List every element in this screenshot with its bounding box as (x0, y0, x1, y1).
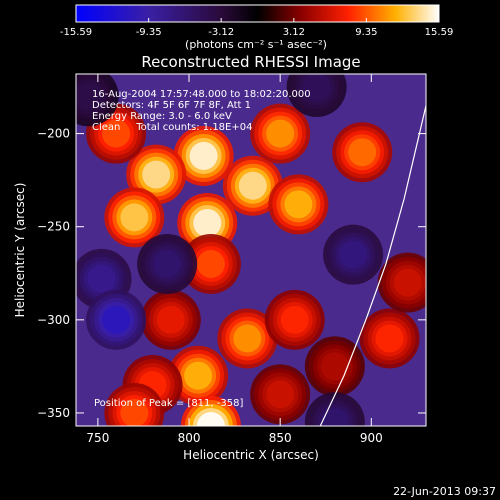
intensity-blob (377, 252, 426, 313)
intensity-blob (264, 289, 325, 350)
intensity-blob (332, 122, 393, 183)
intensity-blob (286, 74, 347, 118)
intensity-ring (120, 398, 149, 426)
colorbar: -15.59 -9.35 -3.12 3.12 9.35 15.59 (photons c… (60, 4, 453, 51)
intensity-ring (102, 305, 131, 334)
intensity-blob (217, 308, 278, 369)
intensity-blob (323, 224, 384, 285)
colorbar-tick-label: -15.59 (60, 27, 92, 38)
intensity-map (76, 74, 426, 426)
intensity-ring (196, 412, 225, 426)
intensity-blob (122, 355, 183, 416)
intensity-ring (266, 119, 295, 148)
intensity-blob (126, 144, 187, 205)
annotation-time-range: 16-Aug-2004 17:57:48.000 to 18:02:20.000 (92, 89, 311, 100)
colorbar-tick-label: -9.35 (136, 27, 162, 38)
intensity-ring (302, 74, 331, 102)
intensity-blob (222, 155, 283, 216)
intensity-blob (304, 392, 365, 426)
intensity-blob (359, 308, 420, 369)
intensity-blob (173, 125, 234, 186)
plot-area: 750 800 850 900 −200 −250 −300 −350 16-Aug-200… (37, 73, 427, 445)
intensity-ring (393, 268, 422, 297)
intensity-blob (104, 382, 165, 426)
colorbar-tick-label: 3.12 (283, 27, 305, 38)
intensity-ring (142, 160, 171, 189)
annotations: 16-Aug-2004 17:57:48.000 to 18:02:20.000… (92, 89, 311, 409)
chart-title: Reconstructed RHESSI Image (141, 53, 360, 71)
intensity-ring (120, 203, 149, 232)
y-tick-label: −350 (37, 406, 70, 420)
x-axis-ticks: 750 800 850 900 (86, 74, 383, 445)
x-tick-label: 750 (86, 431, 109, 445)
intensity-blob (76, 74, 119, 127)
intensity-blob (137, 233, 198, 294)
intensity-ring (184, 361, 213, 390)
intensity-blob (250, 364, 311, 425)
x-tick-label: 900 (360, 431, 383, 445)
intensity-blob (180, 396, 241, 426)
x-tick-label: 850 (269, 431, 292, 445)
intensity-blob (104, 187, 165, 248)
colorbar-tick-label: 15.59 (425, 27, 454, 38)
intensity-ring (320, 352, 349, 381)
timestamp: 22-Jun-2013 09:37 (393, 485, 496, 498)
intensity-blob (268, 174, 329, 235)
y-axis-label: Heliocentric Y (arcsec) (13, 183, 27, 318)
intensity-ring (238, 171, 267, 200)
intensity-blob (250, 103, 311, 164)
intensity-ring (280, 305, 309, 334)
y-tick-label: −300 (37, 313, 70, 327)
intensity-blob (168, 345, 229, 406)
intensity-blob (140, 289, 201, 350)
solar-limb-curve (319, 105, 426, 426)
x-tick-label: 800 (178, 431, 201, 445)
intensity-blob (180, 233, 241, 294)
intensity-ring (233, 324, 262, 353)
colorbar-tick-label: -3.12 (208, 27, 234, 38)
intensity-ring (189, 141, 218, 170)
intensity-ring (348, 138, 377, 167)
y-tick-label: −250 (37, 220, 70, 234)
annotation-energy-range: Energy Range: 3.0 - 6.0 keV (92, 111, 232, 122)
intensity-ring (102, 119, 131, 148)
intensity-ring (266, 380, 295, 409)
intensity-ring (87, 264, 116, 293)
intensity-ring (284, 190, 313, 219)
intensity-ring (339, 240, 368, 269)
y-tick-label: −200 (37, 127, 70, 141)
y-axis-ticks: −200 −250 −300 −350 (37, 127, 426, 420)
intensity-ring (76, 82, 103, 111)
intensity-ring (153, 249, 182, 278)
annotation-peak-position: Position of Peak = [811, -358] (94, 398, 243, 409)
colorbar-ticks: -15.59 -9.35 -3.12 3.12 9.35 15.59 (60, 18, 453, 38)
colorbar-strip (75, 4, 440, 23)
plot-frame (75, 73, 427, 427)
annotation-detectors: Detectors: 4F 5F 6F 7F 8F, Att 1 (92, 100, 251, 111)
colorbar-tick-label: 9.35 (355, 27, 377, 38)
intensity-blob (304, 336, 365, 397)
annotation-clean-counts: Clean Total counts: 1.18E+04 (92, 122, 252, 133)
intensity-ring (320, 408, 349, 426)
intensity-ring (196, 249, 225, 278)
x-axis-label: Heliocentric X (arcsec) (183, 448, 319, 462)
colorbar-unit-label: (photons cm⁻² s⁻¹ asec⁻²) (185, 38, 327, 51)
intensity-ring (156, 305, 185, 334)
intensity-ring (375, 324, 404, 353)
intensity-ring (193, 208, 222, 237)
intensity-blob (86, 289, 147, 350)
